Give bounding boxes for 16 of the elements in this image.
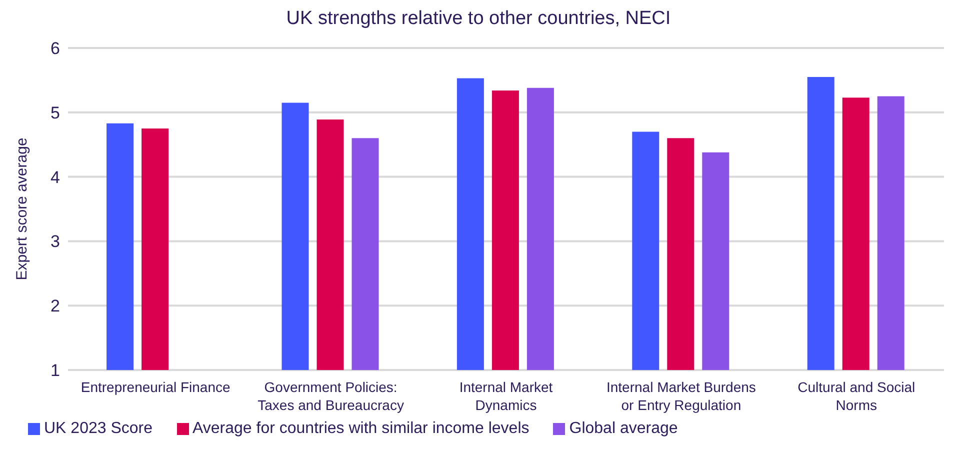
chart-title: UK strengths relative to other countries, NECI [285, 8, 672, 31]
y-tick-label: 2 [50, 296, 60, 316]
x-tick-label: Entrepreneurial Finance [80, 379, 231, 395]
y-tick-label: 1 [50, 361, 60, 380]
x-tick-label: Internal Market Dynamics [459, 379, 553, 413]
x-tick-label: Cultural and Social Norms [798, 379, 916, 413]
y-tick-label: 4 [50, 168, 60, 187]
y-tick-label: 5 [50, 103, 60, 122]
x-tick-label: Government Policies: Taxes and Bureaucracy [258, 379, 404, 413]
y-tick-label: 6 [50, 39, 60, 58]
legend-label: Global average [569, 420, 678, 437]
legend-label: Average for countries with similar income levels [192, 420, 530, 437]
x-tick-label: Internal Market Burdens or Entry Regulation [606, 379, 756, 413]
legend-label: UK 2023 Score [44, 420, 153, 437]
y-axis-title: Expert score average [13, 138, 30, 280]
y-tick-label: 3 [50, 232, 60, 252]
